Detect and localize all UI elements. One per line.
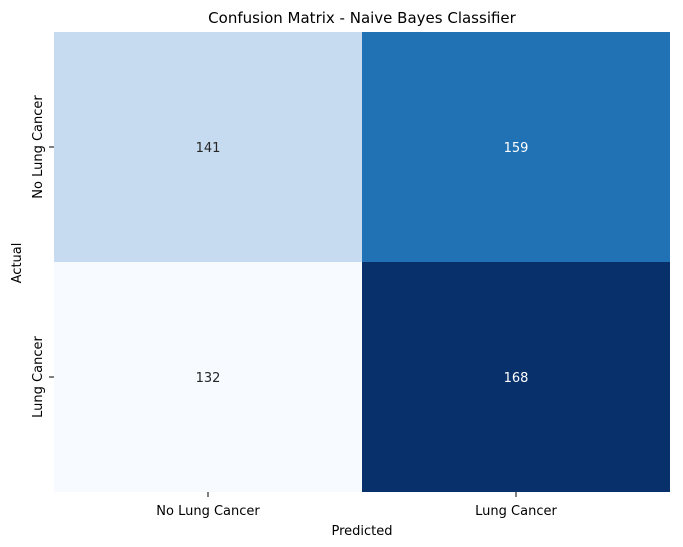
- y-axis-ticks: No Lung Cancer Lung Cancer: [31, 95, 54, 418]
- y-tick-label-no-lung-cancer: No Lung Cancer: [31, 95, 46, 199]
- x-tick-label-no-lung-cancer: No Lung Cancer: [156, 504, 260, 519]
- cell-value-label: 159: [504, 141, 529, 156]
- heatmap-cell: [362, 262, 670, 492]
- heatmap-cell: [54, 32, 362, 262]
- cell-value-label: 168: [504, 371, 529, 386]
- cell-value-label: 141: [196, 141, 221, 156]
- y-tick-label-lung-cancer: Lung Cancer: [31, 336, 46, 418]
- x-axis-label: Predicted: [331, 524, 392, 539]
- cell-value-label: 132: [196, 371, 221, 386]
- heatmap-cell: [54, 262, 362, 492]
- x-tick-label-lung-cancer: Lung Cancer: [475, 504, 557, 519]
- x-axis-ticks: No Lung Cancer Lung Cancer: [156, 492, 557, 519]
- chart-title: Confusion Matrix - Naive Bayes Classifie…: [208, 9, 516, 27]
- heatmap-cells: 141 159 132 168: [54, 32, 670, 492]
- y-axis-label: Actual: [10, 243, 25, 284]
- heatmap-cell: [362, 32, 670, 262]
